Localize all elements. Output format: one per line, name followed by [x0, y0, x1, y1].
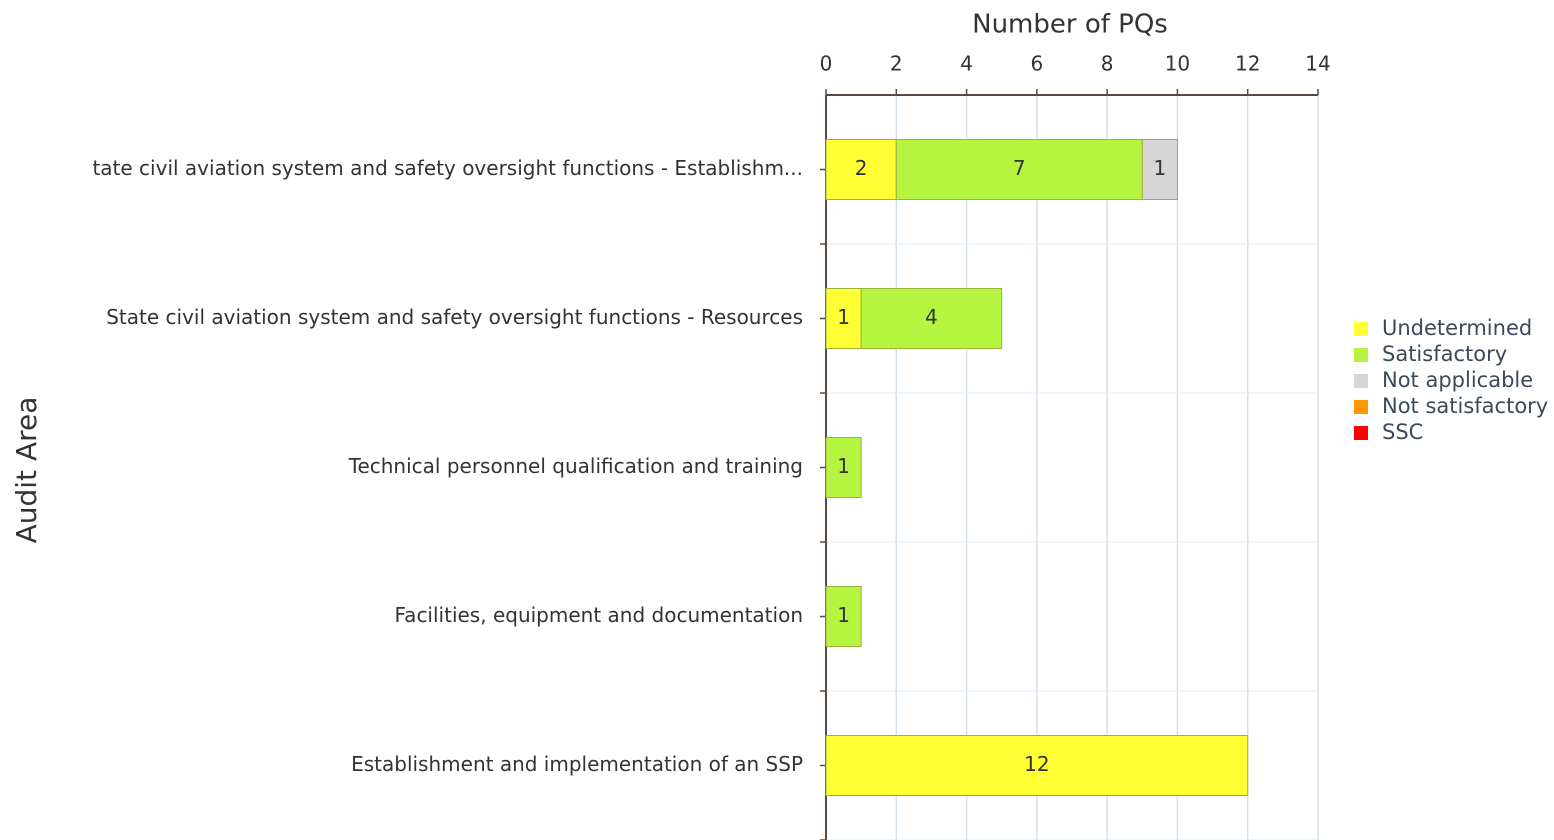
y-tick-label: State civil aviation system and safety o… — [106, 305, 803, 329]
legend-swatch — [1354, 400, 1368, 414]
data-label: 1 — [1153, 156, 1166, 180]
legend-label: Undetermined — [1382, 316, 1532, 340]
x-tick-label: 6 — [1030, 52, 1043, 76]
y-tick-label: Technical personnel qualification and tr… — [348, 454, 803, 478]
data-label: 1 — [837, 603, 850, 627]
x-tick-label: 0 — [820, 52, 833, 76]
y-tick-label: Facilities, equipment and documentation — [395, 603, 803, 627]
data-label: 1 — [837, 305, 850, 329]
y-tick-label: Establishment and implementation of an S… — [351, 752, 803, 776]
x-tick-label: 4 — [960, 52, 973, 76]
x-tick-label: 14 — [1305, 52, 1330, 76]
bar-segment — [825, 735, 1249, 796]
data-label: 4 — [925, 305, 938, 329]
x-tick-label: 12 — [1235, 52, 1260, 76]
bar-segment — [1141, 139, 1178, 200]
bar-segment — [895, 139, 1143, 200]
x-tick-label: 8 — [1101, 52, 1114, 76]
legend-label: Not satisfactory — [1382, 394, 1548, 418]
data-label: 7 — [1013, 156, 1026, 180]
x-tick-label: 10 — [1165, 52, 1190, 76]
legend-label: Satisfactory — [1382, 342, 1507, 366]
y-tick-label: tate civil aviation system and safety ov… — [92, 156, 803, 180]
legend-label: SSC — [1382, 420, 1423, 444]
x-tick-label: 2 — [890, 52, 903, 76]
bar-segment — [825, 288, 862, 349]
bar-segment — [860, 288, 1003, 349]
y-axis-title: Audit Area — [10, 397, 43, 544]
x-axis-title: Number of PQs — [972, 10, 1168, 40]
legend-swatch — [1354, 374, 1368, 388]
data-label: 2 — [855, 156, 868, 180]
legend-swatch — [1354, 348, 1368, 362]
data-label: 1 — [837, 454, 850, 478]
bar-segment — [825, 586, 862, 647]
data-label: 12 — [1024, 752, 1049, 776]
legend-swatch — [1354, 426, 1368, 440]
legend-swatch — [1354, 322, 1368, 336]
legend-label: Not applicable — [1382, 368, 1533, 392]
bar-segment — [825, 437, 862, 498]
